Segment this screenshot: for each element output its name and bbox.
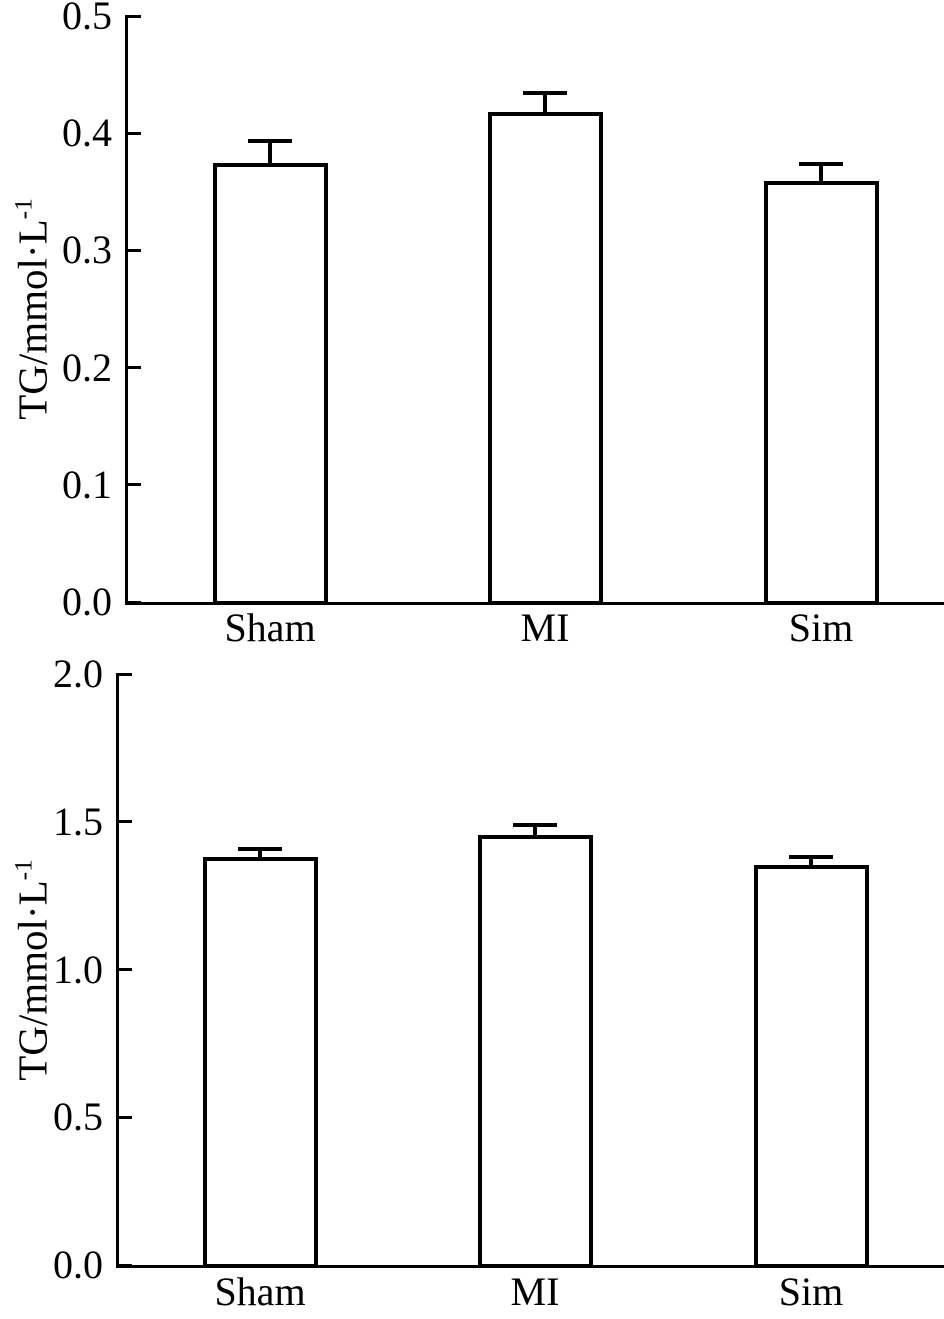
- y-axis-label-superscript: -1: [9, 859, 38, 881]
- error-bar-cap: [248, 139, 292, 143]
- y-tick-label: 0.3: [62, 227, 112, 272]
- y-tick-label: 0.5: [62, 0, 112, 38]
- y-tick-mark: [125, 132, 141, 135]
- y-tick-label: 0.2: [62, 345, 112, 390]
- y-tick-mark: [125, 249, 141, 252]
- y-tick-label: 0.0: [62, 579, 112, 624]
- y-axis-label-superscript: -1: [9, 198, 38, 220]
- bar-mi: [488, 112, 603, 605]
- error-bar-cap: [789, 855, 833, 859]
- x-category-label: Sham: [214, 1269, 306, 1314]
- x-category-label: MI: [520, 605, 570, 650]
- y-tick-mark: [125, 601, 141, 604]
- error-bar-cap: [523, 91, 567, 95]
- error-bar-cap: [238, 847, 282, 851]
- y-tick-mark: [116, 1116, 132, 1119]
- bar-sham: [213, 163, 328, 605]
- y-axis-line: [125, 16, 128, 605]
- x-category-label: Sim: [788, 605, 854, 650]
- error-bar-line: [543, 93, 547, 114]
- x-category-label: Sim: [778, 1269, 844, 1314]
- y-tick-label: 2.0: [53, 651, 103, 696]
- y-tick-mark: [125, 483, 141, 486]
- y-tick-label: 0.5: [53, 1094, 103, 1139]
- bar-sim: [754, 865, 869, 1268]
- y-tick-label: 1.5: [53, 799, 103, 844]
- y-tick-mark: [116, 820, 132, 823]
- error-bar-line: [258, 849, 262, 859]
- y-tick-mark: [116, 968, 132, 971]
- y-tick-label: 0.0: [53, 1242, 103, 1287]
- y-tick-label: 0.1: [62, 462, 112, 507]
- y-tick-mark: [125, 366, 141, 369]
- error-bar-line: [809, 857, 813, 867]
- bar-sham: [203, 857, 318, 1268]
- error-bar-line: [268, 141, 272, 165]
- x-category-label: MI: [510, 1269, 560, 1314]
- error-bar-line: [819, 164, 823, 183]
- bar-mi: [478, 835, 593, 1268]
- error-bar-line: [533, 825, 537, 837]
- error-bar-cap: [513, 823, 557, 827]
- bar-sim: [764, 181, 879, 605]
- x-category-label: Sham: [224, 605, 316, 650]
- y-tick-mark: [125, 15, 141, 18]
- y-tick-label: 0.4: [62, 110, 112, 155]
- y-tick-label: 1.0: [53, 947, 103, 992]
- y-axis-line: [116, 674, 119, 1268]
- y-tick-mark: [116, 673, 132, 676]
- y-tick-mark: [116, 1264, 132, 1267]
- error-bar-cap: [799, 162, 843, 166]
